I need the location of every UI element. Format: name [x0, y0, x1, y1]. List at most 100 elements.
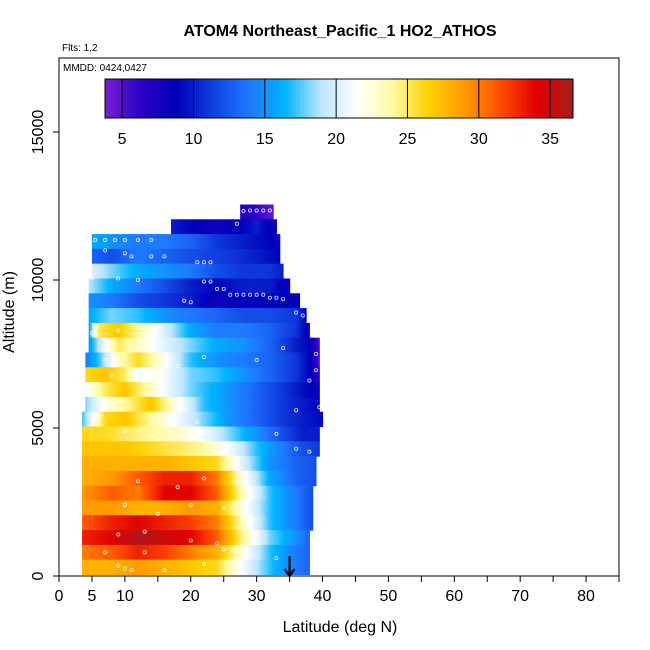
heatmap-cell [217, 219, 220, 235]
y-tick-label: 15000 [30, 110, 47, 155]
heatmap-cell [113, 337, 116, 354]
heatmap-cell [223, 544, 226, 561]
heatmap-cell [159, 234, 162, 250]
heatmap-cell [194, 530, 197, 546]
heatmap-cell [88, 544, 91, 561]
heatmap-cell [115, 515, 118, 531]
heatmap-cell [286, 293, 289, 309]
colorbar-segment [522, 79, 527, 118]
heatmap-cell [269, 278, 273, 294]
heatmap-cell [121, 248, 124, 265]
heatmap-cell [225, 382, 228, 398]
heatmap-cell [279, 263, 282, 280]
heatmap-cell [93, 411, 96, 428]
heatmap-cell [199, 234, 202, 250]
heatmap-cell [171, 485, 174, 502]
heatmap-cell [202, 426, 205, 442]
heatmap-cell [149, 500, 152, 516]
heatmap-cell [236, 411, 240, 428]
heatmap-cell [312, 411, 315, 428]
heatmap-cell [83, 559, 86, 576]
heatmap-cell [151, 234, 154, 250]
heatmap-cell [301, 411, 304, 428]
heatmap-cell [207, 367, 210, 383]
sample-marker [136, 277, 141, 282]
heatmap-cell [287, 278, 291, 294]
heatmap-cell [199, 485, 202, 502]
heatmap-cell [276, 456, 279, 472]
colorbar-segment [456, 79, 461, 118]
heatmap-cell [171, 367, 174, 383]
heatmap-cell [241, 337, 245, 354]
heatmap-cell [276, 500, 279, 516]
heatmap-cell [235, 411, 238, 428]
heatmap-cell [274, 234, 278, 250]
heatmap-cell [151, 322, 154, 339]
heatmap-cell [106, 322, 110, 339]
heatmap-cell [123, 470, 126, 487]
heatmap-cell [144, 308, 147, 324]
heatmap-cell [189, 352, 192, 368]
heatmap-cell [212, 396, 215, 413]
heatmap-cell [101, 500, 105, 516]
heatmap-cell [156, 352, 159, 368]
heatmap-cell [213, 308, 217, 324]
heatmap-cell [195, 515, 198, 531]
heatmap-cell [222, 500, 225, 516]
heatmap-cell [246, 248, 250, 265]
heatmap-cell [263, 500, 266, 516]
heatmap-cell [110, 263, 113, 280]
heatmap-cell [205, 470, 208, 487]
sample-marker [280, 297, 285, 302]
heatmap-cell [238, 544, 241, 561]
heatmap-cell [144, 411, 147, 428]
heatmap-cell [306, 396, 309, 413]
heatmap-cell [205, 352, 208, 368]
heatmap-cell [208, 515, 212, 531]
heatmap-cell [98, 544, 101, 561]
heatmap-cell [149, 367, 152, 383]
sample-marker [254, 357, 259, 362]
heatmap-cell [235, 470, 238, 487]
heatmap-cell [207, 248, 210, 265]
heatmap-cell [171, 352, 174, 368]
sample-marker [215, 286, 220, 291]
heatmap-cell [299, 456, 302, 472]
heatmap-cell [212, 426, 215, 442]
heatmap-cell [146, 278, 149, 294]
heatmap-cell [131, 382, 134, 398]
heatmap-cell [167, 485, 170, 502]
heatmap-cell [96, 337, 100, 354]
heatmap-cell [93, 530, 96, 546]
heatmap-cell [91, 559, 95, 576]
heatmap-cell [248, 559, 251, 576]
heatmap-cell [218, 322, 222, 339]
heatmap-cell [185, 559, 189, 576]
heatmap-cell [245, 485, 248, 502]
heatmap-cell [283, 352, 286, 368]
heatmap-cell [253, 308, 256, 324]
heatmap-cell [213, 322, 217, 339]
heatmap-cell [218, 278, 222, 294]
heatmap-cell [101, 456, 105, 472]
heatmap-cell [154, 470, 157, 487]
colorbar-segment [264, 79, 270, 118]
heatmap-cell [101, 352, 105, 368]
heatmap-cell [255, 396, 258, 413]
heatmap-cell [121, 485, 124, 502]
heatmap-cell [294, 322, 297, 339]
heatmap-cell [90, 278, 93, 294]
heatmap-cell [279, 293, 282, 309]
heatmap-cell [96, 544, 100, 561]
heatmap-cell [162, 322, 166, 339]
heatmap-cell [307, 352, 310, 368]
heatmap-cell [225, 485, 228, 502]
heatmap-cell [194, 441, 197, 457]
heatmap-cell [184, 396, 187, 413]
colorbar-tick-label: 15 [256, 131, 274, 148]
heatmap-cell [189, 470, 192, 487]
heatmap-cell [154, 367, 157, 383]
heatmap-cell [233, 322, 236, 339]
heatmap-cell [200, 530, 203, 546]
heatmap-cell [110, 470, 113, 487]
